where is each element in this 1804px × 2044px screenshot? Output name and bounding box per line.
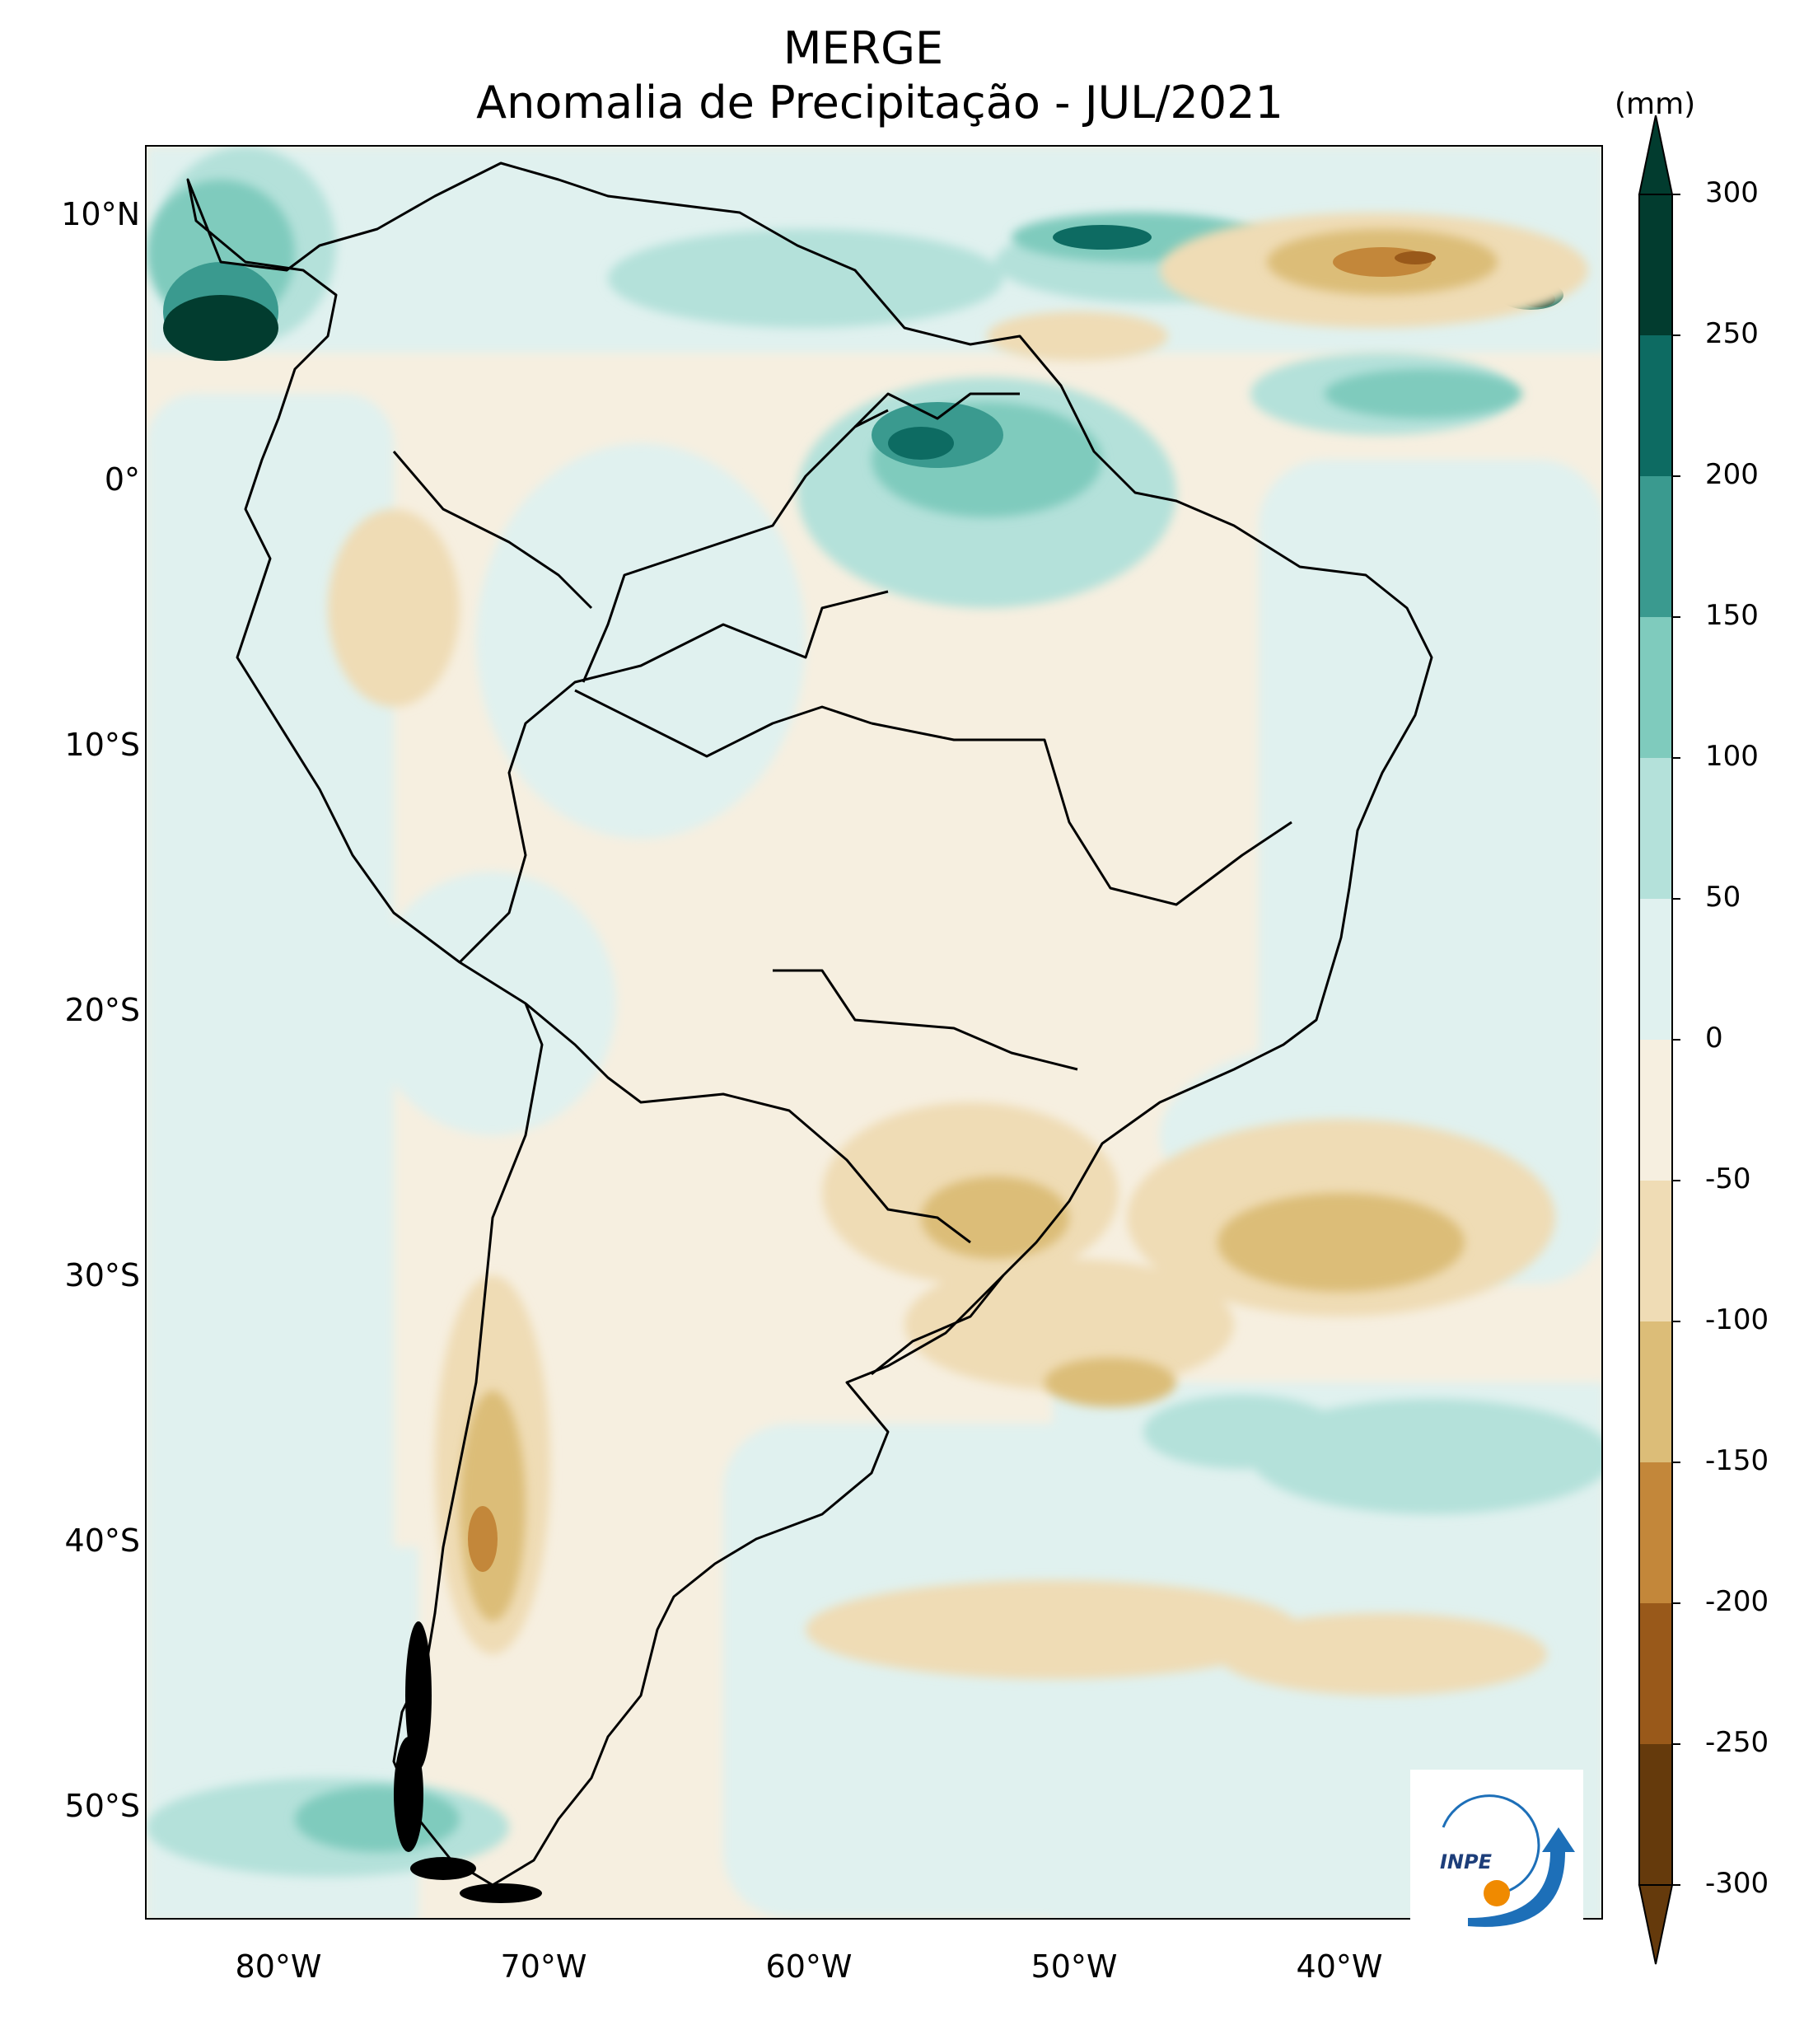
colorbar [1638, 115, 1680, 1965]
colorbar-tick-label: -150 [1705, 1444, 1769, 1477]
colorbar-tick-label: -100 [1705, 1303, 1769, 1336]
colorbar-tick-label: -200 [1705, 1585, 1769, 1618]
lon-label-40w: 40°W [1296, 1948, 1383, 1985]
lat-label-40s: 40°S [64, 1522, 140, 1559]
chart-subtitle: Anomalia de Precipitação - JUL/2021 [476, 77, 1283, 129]
colorbar-tick-label: 150 [1705, 599, 1759, 632]
colorbar-extend-bottom [1638, 1884, 1674, 1965]
colorbar-segment [1639, 1040, 1672, 1181]
lat-label-50s: 50°S [64, 1788, 140, 1824]
lat-label-10s: 10°S [64, 727, 140, 763]
colorbar-segment [1639, 1603, 1672, 1744]
lon-label-60w: 60°W [765, 1948, 853, 1985]
colorbar-segment [1639, 1321, 1672, 1462]
colorbar-segment [1639, 617, 1672, 758]
colorbar-tick-label: 200 [1705, 458, 1759, 491]
colorbar-tick-label: 0 [1705, 1022, 1723, 1055]
colorbar-segment [1639, 1462, 1672, 1603]
lat-label-0: 0° [104, 461, 140, 498]
colorbar-segment [1639, 1181, 1672, 1321]
colorbar-tick-label: 100 [1705, 740, 1759, 773]
map-panel [145, 145, 1603, 1920]
colorbar-extend-top [1638, 115, 1674, 195]
lat-label-30s: 30°S [64, 1257, 140, 1293]
colorbar-tick-label: -50 [1705, 1162, 1751, 1195]
lat-label-20s: 20°S [64, 992, 140, 1028]
colorbar-segment [1639, 758, 1672, 899]
inpe-logo: INPE [1410, 1770, 1583, 1943]
chart-title: MERGE [783, 22, 944, 74]
logo-text: INPE [1440, 1850, 1493, 1873]
colorbar-tick-label: 250 [1705, 317, 1759, 350]
colorbar-tick-label: -250 [1705, 1726, 1769, 1759]
lat-label-10n: 10°N [61, 196, 140, 232]
colorbar-segment [1639, 1744, 1672, 1885]
colorbar-segment [1639, 476, 1672, 617]
lon-label-70w: 70°W [500, 1948, 587, 1985]
colorbar-tick-label: 300 [1705, 176, 1759, 209]
colorbar-segment [1639, 899, 1672, 1040]
anomaly-field [147, 147, 1601, 1918]
colorbar-tick-label: 50 [1705, 881, 1741, 914]
colorbar-segment [1639, 194, 1672, 335]
lon-label-80w: 80°W [235, 1948, 322, 1985]
colorbar-segment [1639, 335, 1672, 476]
lon-label-50w: 50°W [1031, 1948, 1118, 1985]
colorbar-tick-label: -300 [1705, 1867, 1769, 1900]
